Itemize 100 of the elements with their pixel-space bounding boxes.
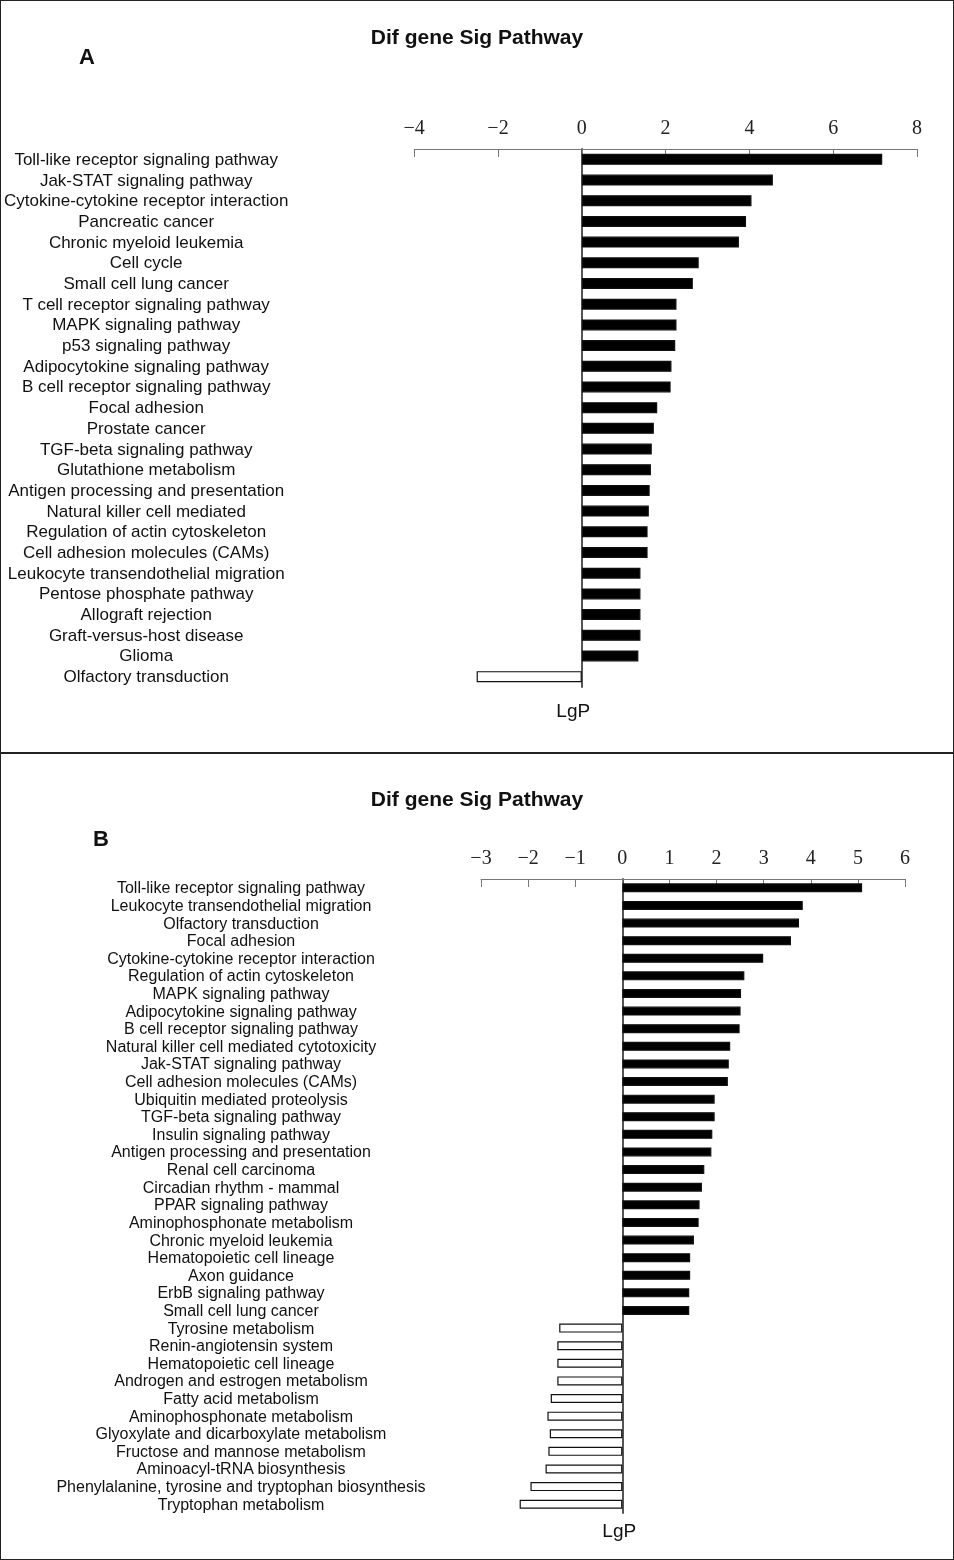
bar: [622, 900, 803, 910]
y-tick-label: Graft-versus-host disease: [48, 625, 244, 645]
bar: [622, 1165, 705, 1175]
y-tick-label: Jak-STAT signaling pathway: [39, 170, 253, 190]
y-tick-label: Glioma: [119, 646, 174, 666]
x-axis-title: LgP: [556, 700, 591, 721]
bar: [581, 153, 883, 165]
y-tick-label: Antigen processing and presentation: [111, 1143, 371, 1161]
bar: [581, 484, 650, 496]
y-tick-label: Glutathione metabolism: [56, 460, 236, 480]
bar: [530, 1482, 623, 1492]
bar: [581, 588, 641, 600]
bar: [581, 340, 676, 352]
chart-title: Dif gene Sig Pathway: [370, 787, 584, 810]
y-tick-label: Pentose phosphate pathway: [38, 584, 254, 604]
y-tick-label: MAPK signaling pathway: [152, 984, 330, 1002]
y-tick-label: Circadian rhythm - mammal: [142, 1178, 340, 1196]
y-tick-label: Glyoxylate and dicarboxylate metabolism: [95, 1425, 387, 1443]
text: B: [93, 825, 109, 851]
bar: [622, 953, 764, 963]
bar: [581, 422, 654, 434]
x-tick-label: 0: [617, 846, 628, 868]
y-tick-label: Aminophosphonate metabolism: [128, 1213, 354, 1231]
y-tick-label: Adipocytokine signaling pathway: [125, 1002, 357, 1020]
y-tick-label: Axon guidance: [188, 1266, 295, 1284]
bar: [581, 402, 658, 414]
y-tick-label: Aminophosphonate metabolism: [128, 1407, 354, 1425]
y-tick-label: Regulation of actin cytoskeleton: [26, 522, 267, 542]
bar: [622, 1059, 729, 1069]
y-tick-label: Aminoacyl-tRNA biosynthesis: [136, 1460, 346, 1478]
y-tick-label: Toll-like receptor signaling pathway: [14, 149, 279, 169]
bar: [581, 464, 651, 476]
bar: [581, 257, 699, 269]
y-tick-label: Chronic myeloid leukemia: [149, 1231, 333, 1249]
y-tick-label: Hematopoietic cell lineage: [147, 1249, 335, 1267]
y-tick-label: Leukocyte transendothelial migration: [7, 563, 285, 583]
bar: [622, 1253, 691, 1263]
bar: [581, 443, 652, 455]
bar: [557, 1376, 623, 1386]
y-tick-label: Pancreatic cancer: [78, 211, 215, 231]
bar: [622, 1288, 690, 1298]
bar: [581, 526, 648, 538]
x-tick-label: −4: [403, 116, 425, 138]
x-tick-label: −2: [487, 116, 509, 138]
y-tick-label: Ubiquitin mediated proteolysis: [134, 1090, 348, 1108]
bar: [557, 1358, 623, 1368]
x-tick-label: −3: [470, 846, 492, 868]
bar: [559, 1323, 623, 1333]
y-tick-label: MAPK signaling pathway: [52, 315, 241, 335]
y-tick-label: Prostate cancer: [86, 418, 207, 438]
x-tick-label: 5: [852, 846, 863, 868]
y-tick-label: Cytokine-cytokine receptor interaction: [3, 191, 289, 211]
bar: [622, 1147, 712, 1157]
bar: [581, 360, 672, 372]
y-tick-label: Natural killer cell mediated: [46, 501, 246, 521]
bar: [581, 215, 747, 227]
bar: [549, 1429, 623, 1439]
bar: [622, 988, 742, 998]
bar: [622, 918, 799, 928]
bar: [622, 971, 745, 981]
y-tick-label: Allograft rejection: [80, 605, 212, 625]
bar: [476, 671, 582, 683]
y-tick-label: Antigen processing and presentation: [8, 480, 285, 500]
y-tick-label: Chronic myeloid leukemia: [48, 232, 245, 252]
bar: [622, 1305, 690, 1315]
y-tick-label: Renin-angiotensin system: [148, 1337, 334, 1355]
bar: [622, 1112, 715, 1122]
bar: [622, 936, 791, 946]
bar: [622, 1024, 740, 1034]
bar: [550, 1394, 623, 1404]
bar: [622, 1094, 715, 1104]
y-tick-label: Tryptophan metabolism: [157, 1495, 325, 1513]
y-tick-label: PPAR signaling pathway: [153, 1196, 329, 1214]
bar: [581, 298, 677, 310]
x-axis-title: LgP: [602, 1520, 637, 1541]
y-tick-label: Androgen and estrogen metabolism: [114, 1372, 368, 1390]
y-tick-label: Regulation of actin cytoskeleton: [128, 967, 354, 985]
y-tick-label: Leukocyte transendothelial migration: [110, 896, 372, 914]
y-tick-label: Cell cycle: [109, 253, 183, 273]
bar: [548, 1446, 623, 1456]
text: A: [79, 43, 95, 69]
x-tick-label: 8: [912, 116, 922, 138]
bar: [622, 1235, 694, 1245]
x-tick-label: 2: [711, 846, 722, 868]
y-tick-label: B cell receptor signaling pathway: [21, 377, 271, 397]
x-tick-label: 0: [576, 116, 587, 138]
y-tick-label: Adipocytokine signaling pathway: [23, 356, 270, 376]
bar: [622, 1217, 699, 1227]
y-tick-label: Olfactory transduction: [163, 914, 319, 932]
bar: [622, 1077, 728, 1087]
bar: [545, 1464, 623, 1474]
y-tick-label: Small cell lung cancer: [163, 1301, 320, 1319]
bar: [622, 1182, 702, 1192]
x-tick-label: 3: [758, 846, 769, 868]
y-tick-label: Insulin signaling pathway: [152, 1125, 330, 1143]
y-tick-label: TGF-beta signaling pathway: [39, 439, 254, 459]
y-tick-label: Toll-like receptor signaling pathway: [116, 879, 366, 897]
bar: [622, 1129, 713, 1139]
bar: [581, 236, 739, 248]
bar: [581, 609, 641, 621]
